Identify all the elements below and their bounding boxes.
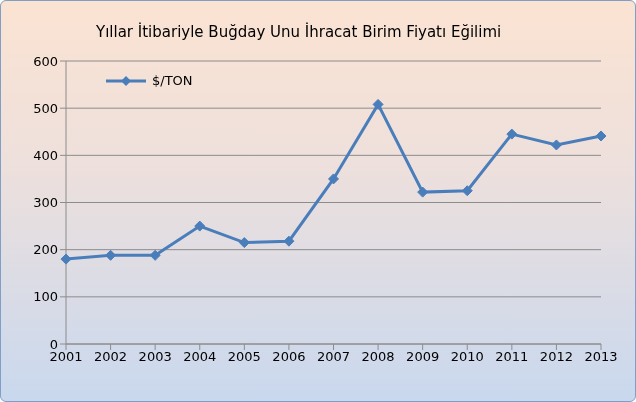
html-text:Yıllar İtibariyle Buğday Unu İ: Yıllar İtibariyle Buğday Unu İhracat Bir…: [96, 23, 502, 41]
svg-text:2013: 2013: [584, 349, 617, 364]
svg-text:2008: 2008: [362, 349, 395, 364]
svg-text:2004: 2004: [183, 349, 216, 364]
svg-text:2003: 2003: [139, 349, 172, 364]
svg-text:100: 100: [33, 289, 58, 304]
svg-text:2005: 2005: [228, 349, 261, 364]
svg-text:200: 200: [33, 242, 58, 257]
svg-text:300: 300: [33, 195, 58, 210]
svg-text:2010: 2010: [451, 349, 484, 364]
svg-text:2002: 2002: [94, 349, 127, 364]
html-text:$/TON: $/TON: [152, 73, 193, 88]
svg-text:2006: 2006: [272, 349, 305, 364]
svg-text:2012: 2012: [540, 349, 573, 364]
svg-text:600: 600: [33, 54, 58, 69]
svg-text:0: 0: [50, 337, 58, 352]
svg-text:400: 400: [33, 148, 58, 163]
svg-text:2001: 2001: [49, 349, 83, 365]
svg-text:500: 500: [33, 101, 58, 116]
svg-text:2009: 2009: [406, 349, 439, 364]
svg-text:2007: 2007: [317, 349, 350, 364]
svg-text:2011: 2011: [495, 349, 528, 364]
